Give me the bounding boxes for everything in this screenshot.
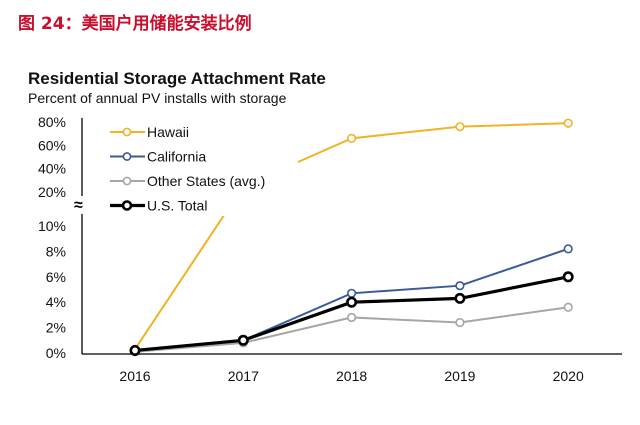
y-tick-label: 40% [38, 161, 66, 177]
legend-swatch-marker [122, 176, 132, 186]
y-tick-label: 2% [46, 320, 66, 336]
data-point [455, 122, 465, 132]
legend-label: California [147, 149, 206, 165]
y-tick-label: 60% [38, 137, 66, 153]
legend-label: Hawaii [147, 124, 189, 140]
y-tick-label: 8% [46, 243, 66, 259]
legend-swatch-marker [122, 152, 132, 161]
chart-title: Residential Storage Attachment Rate [28, 69, 326, 88]
data-point [563, 302, 573, 312]
data-point [562, 271, 574, 283]
y-tick-label: 6% [46, 269, 66, 285]
axis-break-symbol: ≈ [74, 197, 83, 214]
legend-box [100, 112, 298, 216]
y-tick-label: 4% [46, 294, 66, 310]
legend-label: U.S. Total [147, 198, 207, 214]
data-point [347, 288, 357, 298]
y-tick-label: 20% [38, 184, 66, 200]
legend-label: Other States (avg.) [147, 173, 265, 189]
y-tick-label: 80% [38, 114, 66, 130]
x-tick-label: 2017 [228, 368, 259, 384]
legend-swatch-marker [122, 127, 132, 137]
y-tick-label: 10% [38, 218, 66, 234]
x-tick-label: 2018 [336, 368, 367, 384]
chart-subtitle: Percent of annual PV installs with stora… [28, 90, 287, 106]
data-point [563, 118, 573, 128]
data-point [346, 296, 358, 308]
data-point [347, 133, 357, 143]
x-tick-label: 2019 [444, 368, 475, 384]
data-point [237, 334, 249, 346]
y-tick-label: 0% [46, 345, 66, 361]
x-tick-label: 2016 [119, 368, 150, 384]
data-point [563, 244, 573, 254]
data-point [455, 317, 465, 328]
figure-title: 图 24：美国户用储能安装比例 [18, 14, 252, 34]
data-point [454, 292, 466, 304]
legend-swatch-marker [121, 200, 133, 211]
data-point [347, 312, 357, 323]
x-tick-label: 2020 [553, 368, 584, 384]
data-point [129, 344, 141, 356]
data-point [455, 281, 465, 291]
